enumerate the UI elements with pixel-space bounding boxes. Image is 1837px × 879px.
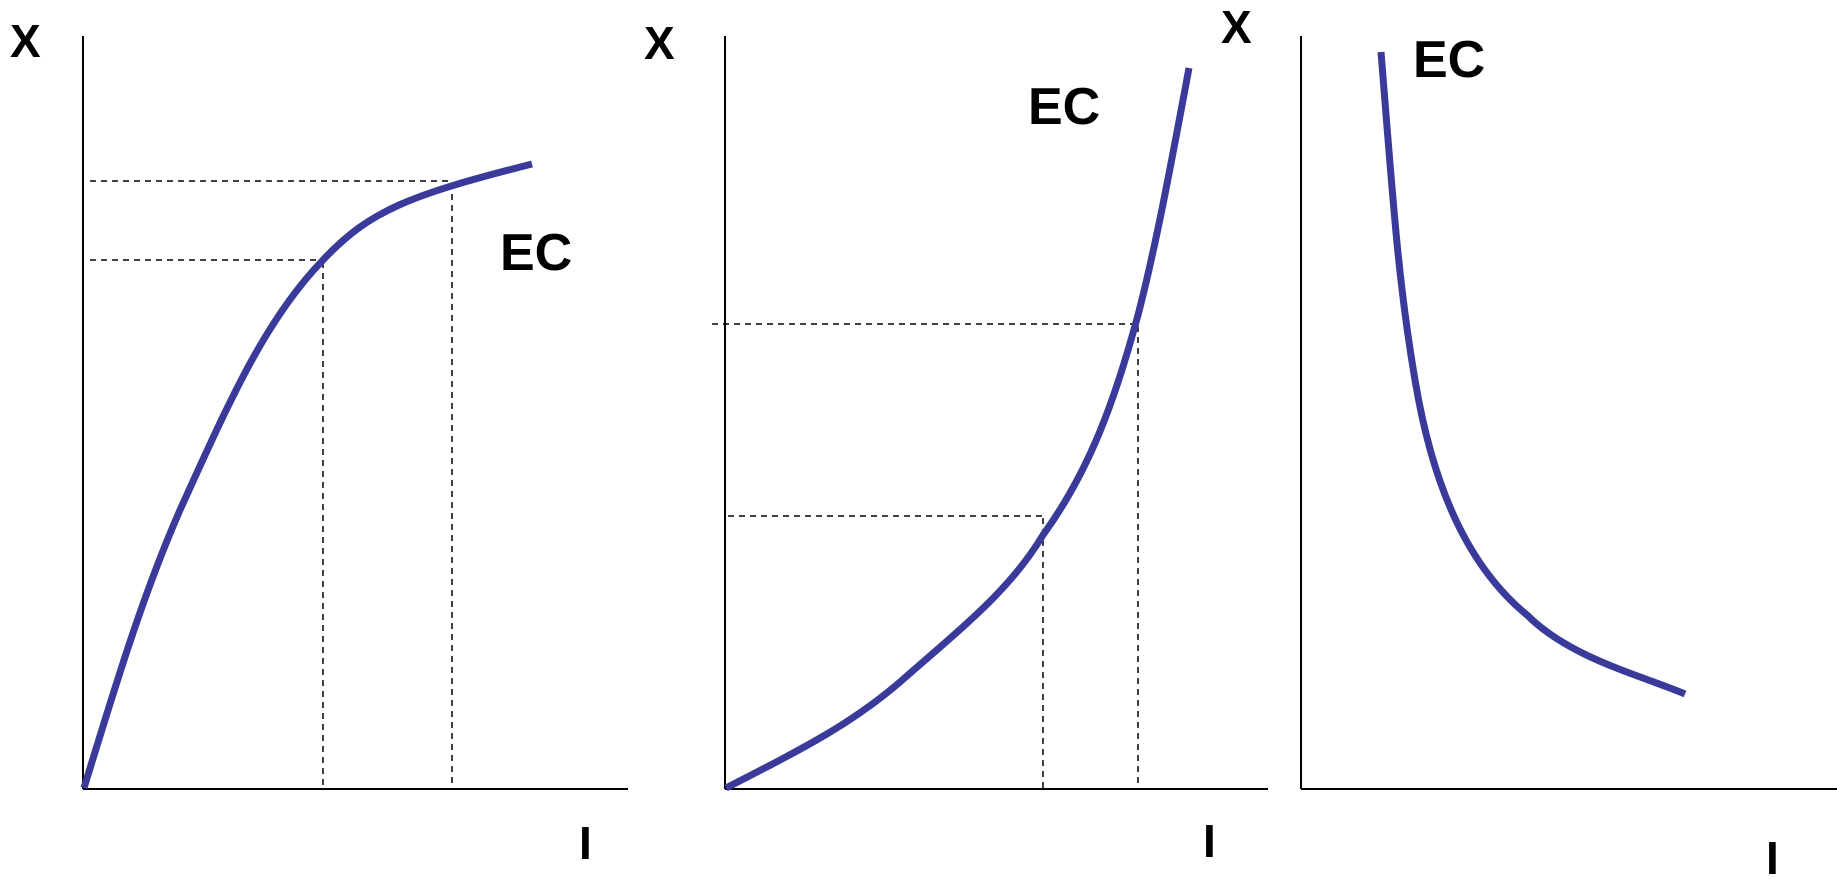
panel-3: EC I xyxy=(1300,31,1837,879)
panel-1-y-axis-label: X xyxy=(10,15,41,67)
panel-1: X I EC xyxy=(10,15,628,869)
panel-2-x-axis-label: I xyxy=(1203,815,1216,867)
panel-2-y-axis-label: X xyxy=(644,17,675,69)
panel-2-curve-label: EC xyxy=(1028,78,1100,136)
panel-3-ec-curve xyxy=(1377,51,1687,698)
panel-2-top-x-label: X xyxy=(1221,1,1252,53)
panel-2: X X I EC xyxy=(644,1,1268,867)
panel-1-x-axis-label: I xyxy=(579,817,592,869)
panel-1-curve-label: EC xyxy=(500,224,572,282)
panel-1-ec-curve xyxy=(80,160,533,790)
panel-3-curve-label: EC xyxy=(1413,31,1485,89)
panel-3-x-axis-label: I xyxy=(1766,832,1779,879)
panel-2-ec-curve xyxy=(724,67,1193,792)
